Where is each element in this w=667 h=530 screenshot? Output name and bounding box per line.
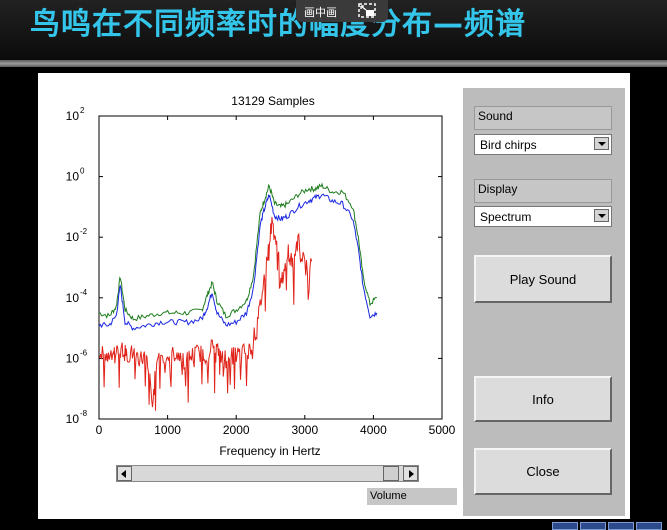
control-panel: Sound Bird chirps Display Spectrum Play …: [463, 88, 625, 516]
y-tick-exponent: -8: [80, 409, 88, 418]
x-tick-label: 2000: [223, 423, 250, 437]
title-divider: [0, 60, 667, 67]
y-tick-label: 10: [66, 412, 80, 426]
y-tick-label: 10: [66, 230, 80, 244]
taskbar-button[interactable]: [552, 522, 578, 530]
sound-select[interactable]: Bird chirps: [474, 134, 612, 155]
plot-area: [98, 115, 443, 420]
y-tick-exponent: 0: [80, 167, 85, 176]
x-tick-label: 1000: [154, 423, 181, 437]
scrollbar-thumb[interactable]: [383, 466, 399, 481]
taskbar-button[interactable]: [636, 522, 662, 530]
x-tick-label: 3000: [291, 423, 318, 437]
pip-label[interactable]: 画中画: [304, 6, 337, 19]
series-green-line: [99, 182, 378, 322]
taskbar-button[interactable]: [580, 522, 606, 530]
sound-frame: Sound: [474, 106, 612, 130]
display-label: Display: [478, 182, 518, 196]
volume-control[interactable]: Volume: [367, 488, 457, 505]
y-tick-exponent: -4: [80, 288, 88, 297]
y-tick-label: 10: [66, 351, 80, 365]
plot-title: 13129 Samples: [231, 94, 315, 108]
matlab-figure-window: 0 1000 2000 3000 4000 5000 10 2 10 0 10 -2 10 -4 10 -6 1…: [38, 73, 630, 519]
play-sound-button[interactable]: Play Sound: [474, 255, 612, 303]
arrow-left-icon: [121, 470, 126, 478]
sound-label: Sound: [478, 109, 513, 123]
y-tick-label: 10: [66, 291, 80, 305]
y-tick-label: 10: [66, 170, 80, 184]
info-button[interactable]: Info: [474, 376, 612, 422]
scroll-left-button[interactable]: [117, 466, 132, 481]
taskbar-button[interactable]: [608, 522, 634, 530]
pip-overlay[interactable]: 画中画: [296, 0, 388, 22]
scroll-right-button[interactable]: [403, 466, 418, 481]
horizontal-scrollbar[interactable]: [116, 465, 419, 482]
y-tick-exponent: -6: [80, 348, 88, 357]
picture-in-picture-exit-icon[interactable]: [358, 3, 376, 18]
x-axis-label: Frequency in Hertz: [219, 444, 321, 458]
series-red-line: [98, 217, 313, 411]
series-blue-line: [98, 193, 378, 331]
taskbar-strip: [548, 522, 667, 530]
x-tick-label: 0: [96, 423, 103, 437]
display-frame: Display: [474, 179, 612, 203]
display-select-value: Spectrum: [480, 210, 532, 224]
close-button[interactable]: Close: [474, 448, 612, 495]
chevron-down-icon[interactable]: [594, 137, 609, 150]
y-tick-exponent: -2: [80, 227, 88, 236]
chevron-down-icon[interactable]: [594, 209, 609, 222]
x-tick-label: 4000: [360, 423, 387, 437]
sound-select-value: Bird chirps: [480, 138, 537, 152]
volume-label: Volume: [370, 490, 407, 502]
display-select[interactable]: Spectrum: [474, 206, 612, 227]
y-tick-exponent: 2: [80, 106, 85, 115]
y-tick-label: 10: [66, 109, 80, 123]
x-tick-label: 5000: [429, 423, 456, 437]
arrow-right-icon: [409, 470, 414, 478]
